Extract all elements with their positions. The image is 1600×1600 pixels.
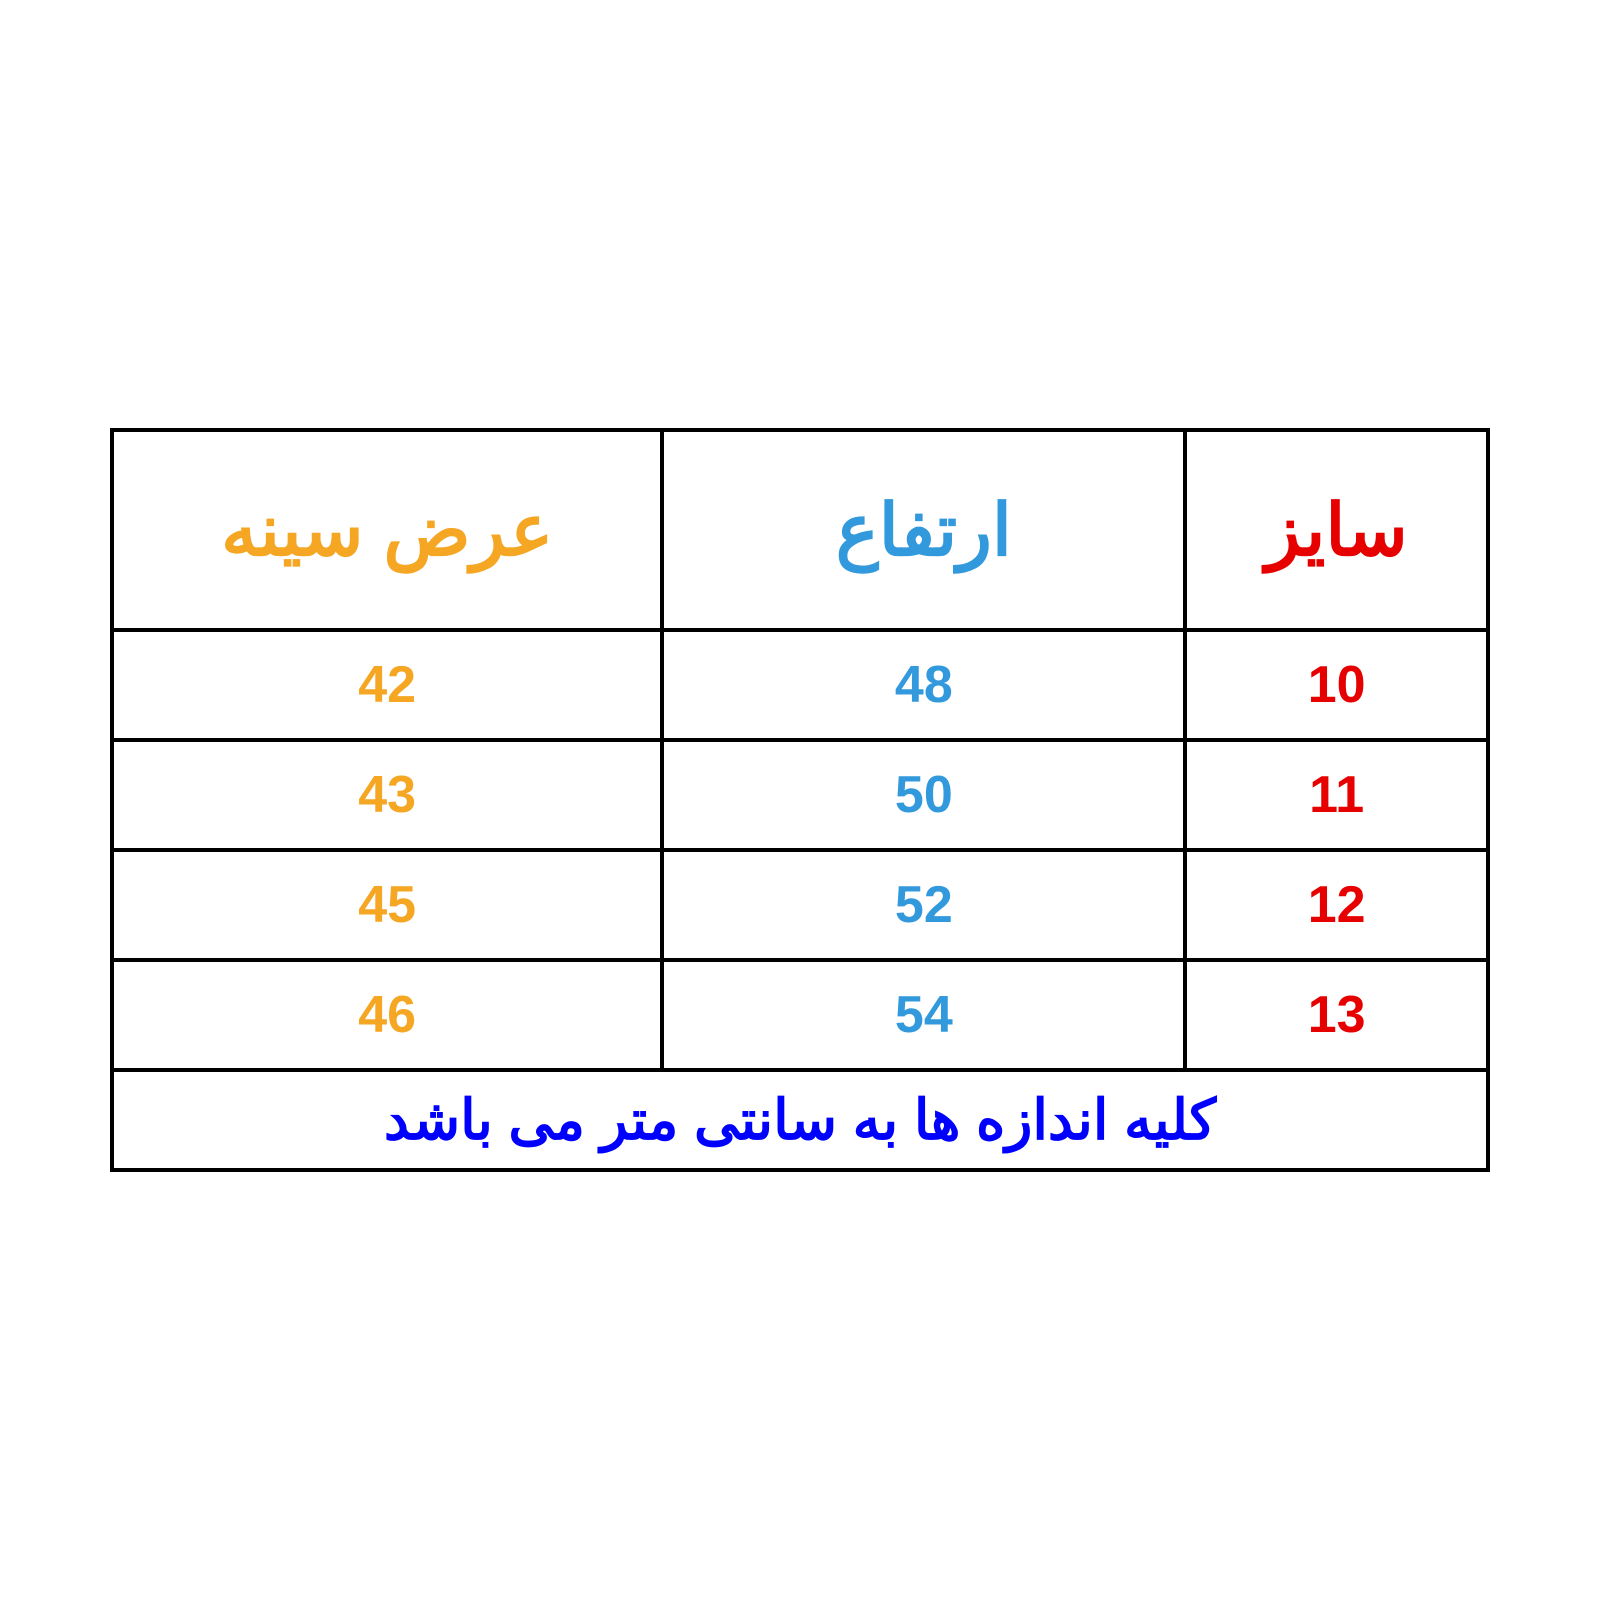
cell-chest: 42 bbox=[112, 630, 662, 740]
footer-note: کلیه اندازه ها به سانتی متر می باشد bbox=[112, 1070, 1488, 1170]
size-table-container: عرض سینه ارتفاع سایز 42 48 10 43 50 11 4… bbox=[110, 428, 1490, 1172]
table-row: 43 50 11 bbox=[112, 740, 1488, 850]
cell-height: 52 bbox=[662, 850, 1185, 960]
cell-height: 54 bbox=[662, 960, 1185, 1070]
table-header-row: عرض سینه ارتفاع سایز bbox=[112, 430, 1488, 630]
cell-size: 11 bbox=[1185, 740, 1488, 850]
cell-height: 50 bbox=[662, 740, 1185, 850]
cell-chest: 45 bbox=[112, 850, 662, 960]
cell-size: 10 bbox=[1185, 630, 1488, 740]
table-row: 42 48 10 bbox=[112, 630, 1488, 740]
header-chest: عرض سینه bbox=[112, 430, 662, 630]
cell-size: 12 bbox=[1185, 850, 1488, 960]
table-footer-row: کلیه اندازه ها به سانتی متر می باشد bbox=[112, 1070, 1488, 1170]
cell-chest: 43 bbox=[112, 740, 662, 850]
table-row: 46 54 13 bbox=[112, 960, 1488, 1070]
cell-size: 13 bbox=[1185, 960, 1488, 1070]
size-table: عرض سینه ارتفاع سایز 42 48 10 43 50 11 4… bbox=[110, 428, 1490, 1172]
table-row: 45 52 12 bbox=[112, 850, 1488, 960]
header-size: سایز bbox=[1185, 430, 1488, 630]
cell-height: 48 bbox=[662, 630, 1185, 740]
cell-chest: 46 bbox=[112, 960, 662, 1070]
header-height: ارتفاع bbox=[662, 430, 1185, 630]
